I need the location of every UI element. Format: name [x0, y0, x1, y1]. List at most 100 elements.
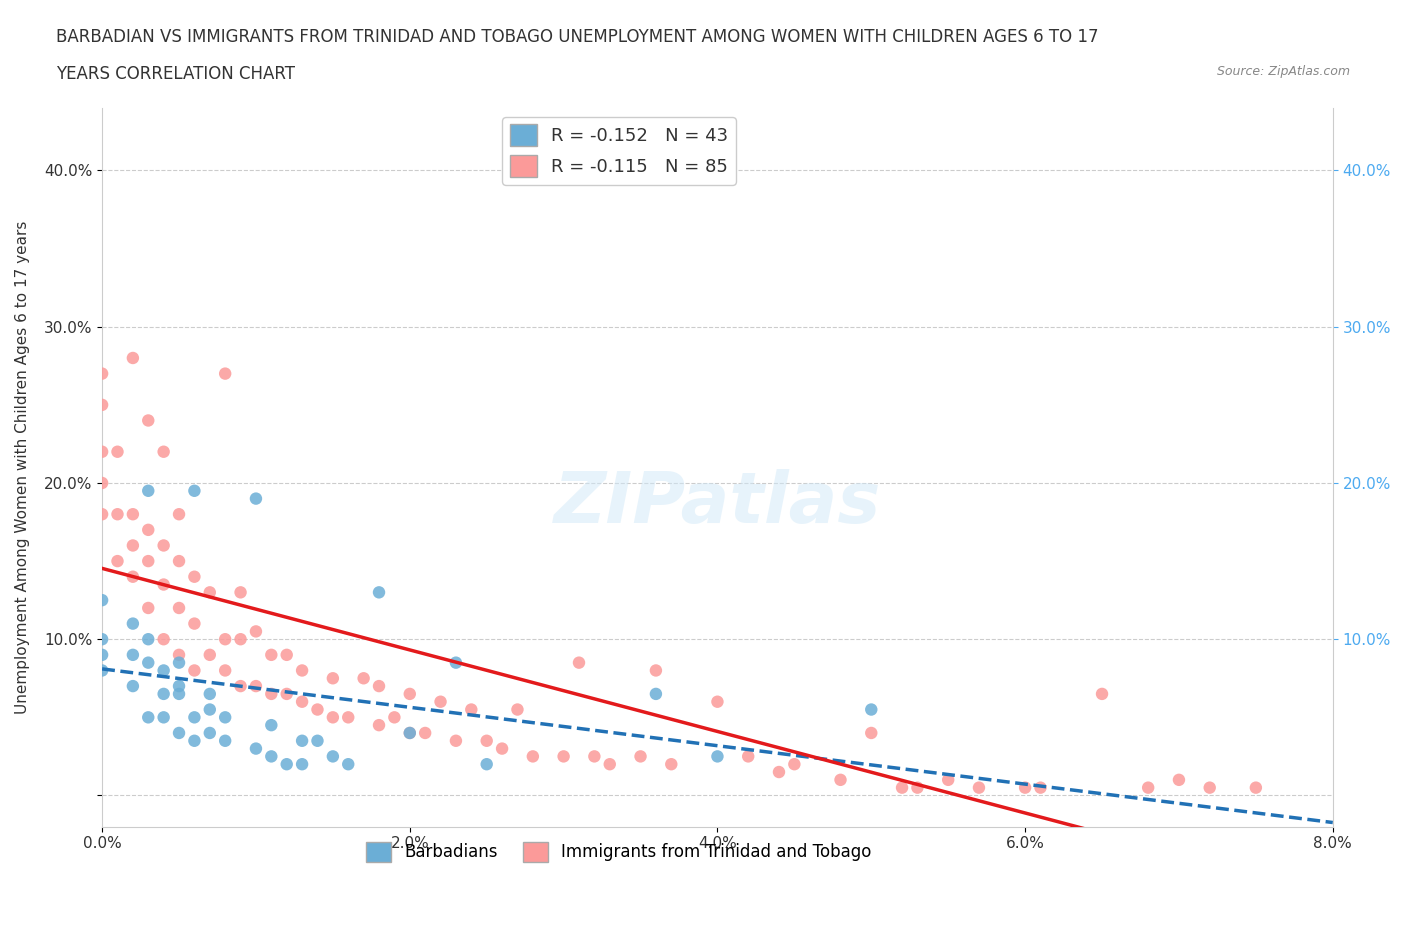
Point — [1014, 780, 1036, 795]
Point — [198, 702, 221, 717]
Point — [276, 757, 298, 772]
Point — [91, 445, 114, 459]
Point — [291, 663, 314, 678]
Point — [198, 725, 221, 740]
Point — [291, 734, 314, 749]
Point — [522, 749, 544, 764]
Point — [398, 725, 420, 740]
Point — [122, 507, 145, 522]
Point — [768, 764, 790, 779]
Point — [907, 780, 929, 795]
Point — [214, 710, 236, 724]
Text: BARBADIAN VS IMMIGRANTS FROM TRINIDAD AND TOBAGO UNEMPLOYMENT AMONG WOMEN WITH C: BARBADIAN VS IMMIGRANTS FROM TRINIDAD AN… — [56, 28, 1098, 46]
Point — [860, 702, 883, 717]
Point — [737, 749, 759, 764]
Point — [152, 686, 174, 701]
Point — [307, 734, 329, 749]
Point — [583, 749, 606, 764]
Point — [398, 725, 420, 740]
Point — [198, 585, 221, 600]
Point — [214, 663, 236, 678]
Point — [645, 663, 668, 678]
Point — [136, 710, 159, 724]
Point — [91, 507, 114, 522]
Point — [1137, 780, 1160, 795]
Point — [122, 647, 145, 662]
Point — [322, 749, 344, 764]
Point — [91, 366, 114, 381]
Point — [152, 663, 174, 678]
Point — [860, 725, 883, 740]
Point — [506, 702, 529, 717]
Point — [152, 710, 174, 724]
Point — [368, 679, 391, 694]
Point — [1029, 780, 1052, 795]
Point — [91, 663, 114, 678]
Point — [891, 780, 914, 795]
Point — [91, 475, 114, 490]
Point — [183, 663, 205, 678]
Point — [122, 617, 145, 631]
Point — [659, 757, 682, 772]
Point — [107, 553, 129, 568]
Point — [107, 445, 129, 459]
Point — [167, 647, 190, 662]
Point — [167, 507, 190, 522]
Point — [167, 679, 190, 694]
Point — [353, 671, 375, 685]
Point — [967, 780, 990, 795]
Point — [91, 397, 114, 412]
Point — [183, 484, 205, 498]
Point — [1168, 773, 1191, 788]
Point — [398, 686, 420, 701]
Point — [152, 631, 174, 646]
Point — [136, 523, 159, 538]
Point — [260, 749, 283, 764]
Text: Source: ZipAtlas.com: Source: ZipAtlas.com — [1216, 65, 1350, 78]
Text: ZIPatlas: ZIPatlas — [554, 469, 882, 538]
Point — [122, 538, 145, 553]
Point — [276, 647, 298, 662]
Point — [245, 679, 267, 694]
Point — [706, 749, 728, 764]
Legend: Barbadians, Immigrants from Trinidad and Tobago: Barbadians, Immigrants from Trinidad and… — [360, 835, 879, 869]
Point — [91, 592, 114, 607]
Point — [460, 702, 482, 717]
Point — [276, 686, 298, 701]
Point — [167, 656, 190, 671]
Point — [429, 695, 451, 710]
Point — [260, 647, 283, 662]
Point — [107, 507, 129, 522]
Point — [630, 749, 652, 764]
Point — [91, 631, 114, 646]
Point — [122, 569, 145, 584]
Point — [214, 366, 236, 381]
Point — [183, 734, 205, 749]
Point — [568, 656, 591, 671]
Point — [1244, 780, 1267, 795]
Point — [413, 725, 436, 740]
Point — [198, 686, 221, 701]
Point — [183, 710, 205, 724]
Y-axis label: Unemployment Among Women with Children Ages 6 to 17 years: Unemployment Among Women with Children A… — [15, 220, 30, 714]
Point — [706, 695, 728, 710]
Point — [167, 553, 190, 568]
Point — [136, 553, 159, 568]
Point — [152, 578, 174, 592]
Point — [291, 757, 314, 772]
Point — [136, 656, 159, 671]
Point — [214, 734, 236, 749]
Point — [291, 695, 314, 710]
Point — [337, 757, 360, 772]
Point — [830, 773, 852, 788]
Point — [136, 631, 159, 646]
Point — [183, 569, 205, 584]
Point — [198, 647, 221, 662]
Point — [368, 585, 391, 600]
Point — [122, 679, 145, 694]
Point — [307, 702, 329, 717]
Point — [152, 538, 174, 553]
Point — [167, 601, 190, 616]
Point — [229, 585, 252, 600]
Point — [444, 656, 467, 671]
